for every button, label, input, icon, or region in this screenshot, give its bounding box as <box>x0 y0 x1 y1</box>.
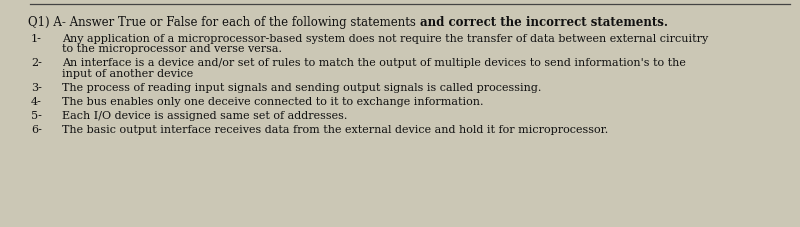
Text: to the microprocessor and verse versa.: to the microprocessor and verse versa. <box>62 44 282 54</box>
Text: The process of reading input signals and sending output signals is called proces: The process of reading input signals and… <box>62 83 542 93</box>
Text: Q1) A- Answer True or False for each of the following statements: Q1) A- Answer True or False for each of … <box>28 16 420 29</box>
Text: input of another device: input of another device <box>62 69 194 79</box>
Text: An interface is a device and/or set of rules to match the output of multiple dev: An interface is a device and/or set of r… <box>62 59 686 69</box>
Text: 4-: 4- <box>31 97 42 107</box>
Text: Any application of a microprocessor-based system does not require the transfer o: Any application of a microprocessor-base… <box>62 34 708 44</box>
Text: 6-: 6- <box>31 125 42 135</box>
Text: Each I/O device is assigned same set of addresses.: Each I/O device is assigned same set of … <box>62 111 347 121</box>
Text: 2-: 2- <box>31 59 42 69</box>
Text: and correct the incorrect statements.: and correct the incorrect statements. <box>420 16 668 29</box>
Text: 1-: 1- <box>31 34 42 44</box>
Text: The bus enables only one deceive connected to it to exchange information.: The bus enables only one deceive connect… <box>62 97 483 107</box>
Text: 5-: 5- <box>31 111 42 121</box>
Text: 3-: 3- <box>31 83 42 93</box>
Text: The basic output interface receives data from the external device and hold it fo: The basic output interface receives data… <box>62 125 608 135</box>
